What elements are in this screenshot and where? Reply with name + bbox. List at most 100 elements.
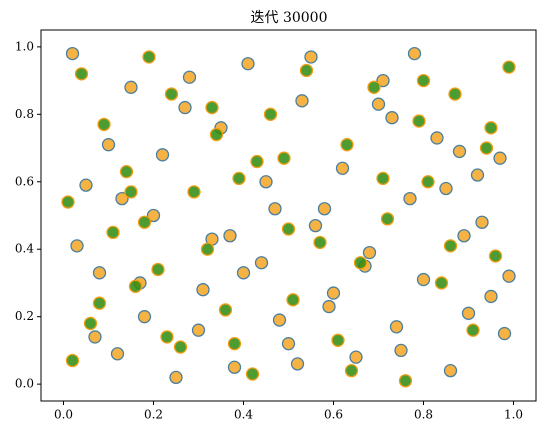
point bbox=[412, 114, 426, 128]
x-tick-label: 0.4 bbox=[234, 408, 253, 422]
x-tick-label: 0.0 bbox=[54, 408, 73, 422]
point bbox=[205, 100, 219, 115]
point bbox=[164, 87, 179, 101]
point bbox=[187, 185, 201, 199]
point bbox=[169, 370, 183, 385]
point bbox=[173, 340, 188, 354]
point bbox=[281, 337, 296, 351]
point bbox=[331, 333, 345, 347]
y-tick-label: 0.2 bbox=[15, 309, 34, 323]
point bbox=[65, 353, 80, 368]
point bbox=[439, 181, 453, 196]
point bbox=[434, 276, 449, 290]
point bbox=[317, 202, 332, 216]
point bbox=[124, 80, 138, 94]
point bbox=[484, 289, 498, 304]
point bbox=[88, 330, 102, 344]
point bbox=[268, 202, 282, 216]
point bbox=[326, 286, 341, 300]
point bbox=[430, 131, 444, 145]
x-tick-label: 1.0 bbox=[504, 408, 523, 422]
point bbox=[367, 80, 381, 94]
point bbox=[376, 73, 390, 88]
point bbox=[362, 245, 377, 260]
point bbox=[241, 57, 255, 71]
point bbox=[443, 239, 458, 253]
point bbox=[272, 313, 287, 327]
point bbox=[371, 97, 386, 111]
point bbox=[151, 262, 165, 277]
point bbox=[380, 212, 395, 226]
point bbox=[308, 218, 323, 233]
point bbox=[200, 242, 215, 256]
point bbox=[295, 94, 309, 108]
point bbox=[232, 171, 246, 186]
point bbox=[259, 175, 273, 189]
point bbox=[466, 323, 480, 337]
axes-frame bbox=[40, 29, 537, 402]
point bbox=[191, 323, 206, 337]
point bbox=[457, 229, 471, 243]
point bbox=[97, 117, 111, 132]
point bbox=[227, 337, 242, 351]
x-tick-label: 0.2 bbox=[144, 408, 163, 422]
point bbox=[70, 239, 84, 253]
point bbox=[416, 272, 431, 287]
point bbox=[146, 208, 161, 223]
point bbox=[389, 320, 404, 334]
point bbox=[340, 138, 354, 152]
point bbox=[101, 138, 116, 152]
y-tick-label: 0.4 bbox=[15, 242, 34, 256]
y-tick-label: 0.6 bbox=[15, 174, 34, 188]
point bbox=[470, 168, 485, 182]
point bbox=[74, 67, 89, 81]
point bbox=[286, 293, 300, 307]
point bbox=[497, 326, 512, 341]
point bbox=[128, 279, 143, 293]
point bbox=[110, 347, 125, 361]
point bbox=[61, 195, 75, 209]
point bbox=[421, 175, 435, 189]
point bbox=[137, 310, 152, 324]
point bbox=[254, 256, 269, 270]
point bbox=[403, 191, 417, 206]
point bbox=[344, 363, 359, 378]
point bbox=[79, 178, 93, 192]
point bbox=[227, 360, 242, 374]
point bbox=[452, 144, 467, 159]
y-tick-label: 0.8 bbox=[15, 107, 34, 121]
y-tick-label: 1.0 bbox=[15, 39, 34, 53]
point bbox=[353, 256, 368, 270]
point bbox=[137, 215, 152, 229]
point bbox=[407, 46, 422, 61]
y-tick-label: 0.0 bbox=[15, 377, 34, 391]
point bbox=[83, 316, 98, 331]
point bbox=[281, 222, 296, 236]
point bbox=[484, 121, 498, 135]
point bbox=[448, 87, 462, 101]
point bbox=[385, 111, 399, 125]
point bbox=[502, 60, 516, 74]
point bbox=[475, 215, 489, 229]
point bbox=[92, 296, 107, 310]
point bbox=[209, 127, 224, 142]
point bbox=[398, 374, 413, 388]
point bbox=[106, 225, 120, 240]
x-tick-label: 0.8 bbox=[414, 408, 433, 422]
point bbox=[304, 50, 318, 64]
point bbox=[290, 357, 305, 371]
point bbox=[443, 363, 458, 378]
point bbox=[488, 249, 503, 263]
point bbox=[335, 161, 350, 175]
point bbox=[124, 185, 138, 199]
point bbox=[263, 107, 278, 121]
point bbox=[394, 343, 408, 358]
plot-area bbox=[61, 46, 516, 388]
point bbox=[493, 151, 507, 165]
point bbox=[416, 73, 431, 88]
point bbox=[223, 229, 237, 243]
x-tick-label: 0.6 bbox=[324, 408, 343, 422]
point bbox=[376, 171, 390, 186]
point bbox=[142, 50, 156, 64]
